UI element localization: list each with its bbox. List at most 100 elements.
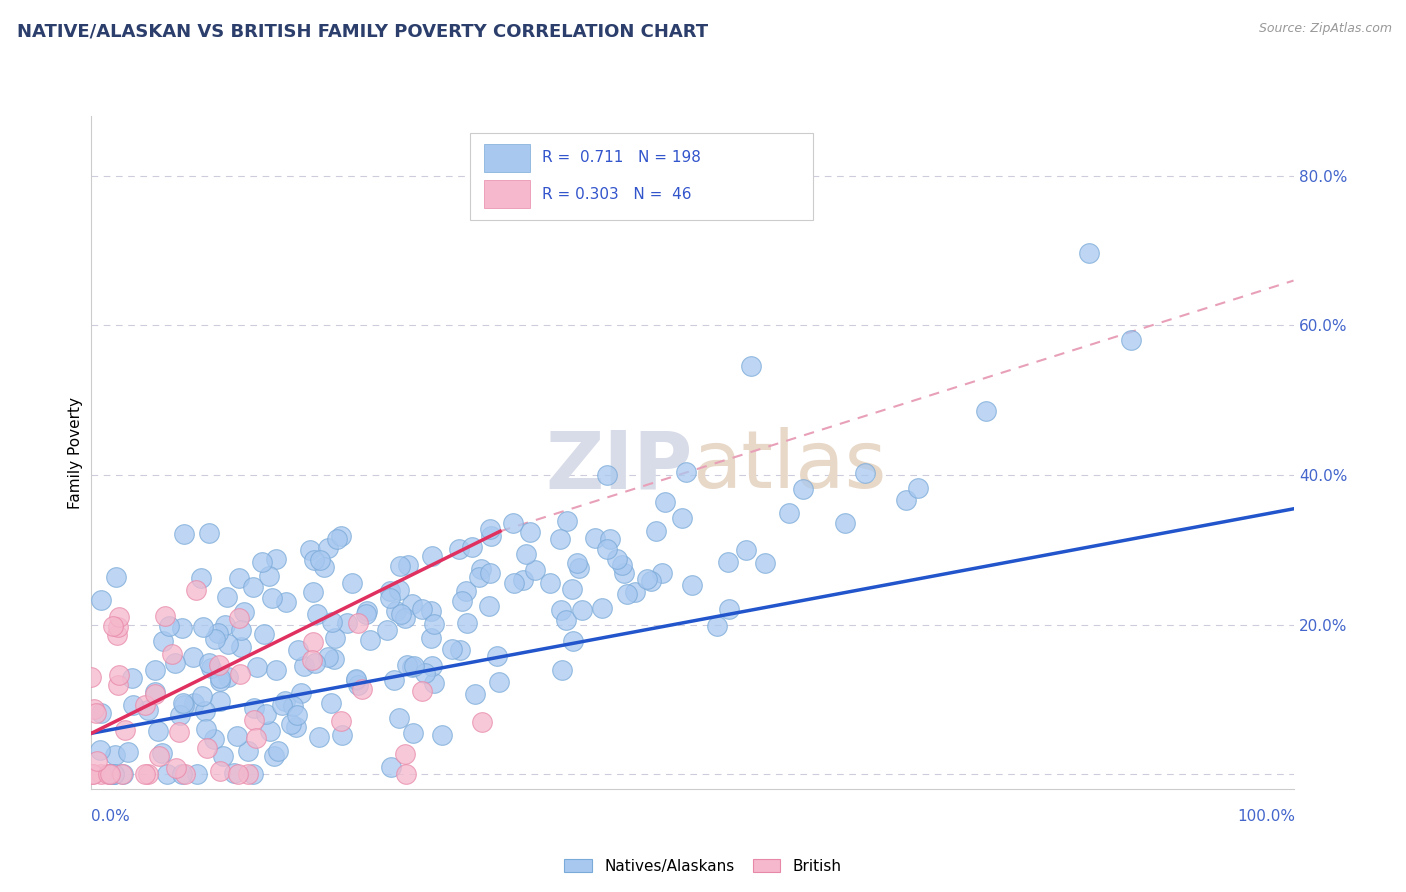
Point [411, 601, 433, 615]
Text: 100.0%: 100.0% [1237, 809, 1295, 824]
Point [332, 728, 354, 742]
Point [143, 663, 166, 677]
Point [470, 561, 492, 575]
Text: R = 0.303   N =  46: R = 0.303 N = 46 [543, 187, 692, 202]
Point [245, 659, 267, 673]
Point [740, 359, 762, 374]
Point [285, 708, 308, 723]
Point [292, 659, 315, 673]
Point [488, 674, 510, 689]
Point [194, 722, 217, 736]
Point [304, 657, 326, 671]
Point [382, 673, 405, 687]
Point [228, 611, 250, 625]
Point [454, 583, 477, 598]
Text: atlas: atlas [692, 427, 887, 505]
Point [419, 631, 441, 645]
Point [616, 587, 638, 601]
Point [359, 632, 381, 647]
Point [754, 557, 776, 571]
Point [568, 561, 591, 575]
Point [259, 724, 281, 739]
Point [380, 759, 402, 773]
Point [450, 594, 472, 608]
Point [157, 618, 180, 632]
Point [224, 766, 246, 780]
Point [236, 744, 259, 758]
Point [229, 666, 252, 681]
Point [197, 741, 219, 756]
Point [596, 541, 619, 556]
Point [486, 648, 509, 663]
Point [217, 670, 239, 684]
Legend: Natives/Alaskans, British: Natives/Alaskans, British [558, 853, 848, 880]
Point [122, 698, 145, 712]
Point [101, 618, 124, 632]
Point [228, 571, 250, 585]
Point [834, 516, 856, 530]
Point [636, 572, 658, 586]
Point [644, 524, 666, 538]
Point [512, 573, 534, 587]
Point [301, 653, 323, 667]
Point [388, 710, 411, 724]
Point [208, 694, 231, 708]
Point [186, 767, 208, 781]
Point [134, 698, 156, 712]
Point [163, 657, 186, 671]
Point [83, 702, 105, 716]
Point [197, 526, 219, 541]
Point [245, 731, 267, 746]
Point [233, 605, 256, 619]
Point [104, 747, 127, 762]
Point [101, 767, 124, 781]
Point [468, 570, 491, 584]
Point [654, 494, 676, 508]
Point [263, 749, 285, 764]
Point [169, 708, 191, 723]
Point [681, 578, 703, 592]
Point [456, 615, 478, 630]
Point [243, 701, 266, 715]
Text: R =  0.711   N = 198: R = 0.711 N = 198 [543, 150, 702, 165]
Point [640, 574, 662, 588]
Point [208, 764, 231, 778]
Point [717, 555, 740, 569]
Point [136, 767, 159, 781]
Point [356, 604, 378, 618]
Point [571, 602, 593, 616]
Point [599, 532, 621, 546]
Point [271, 698, 294, 713]
Point [84, 706, 107, 720]
Point [404, 659, 426, 673]
Point [778, 506, 800, 520]
Point [378, 591, 401, 605]
Point [80, 670, 103, 684]
Point [606, 551, 628, 566]
Point [103, 767, 125, 781]
Point [214, 618, 236, 632]
Y-axis label: Family Poverty: Family Poverty [67, 397, 83, 508]
Point [378, 584, 401, 599]
Point [340, 576, 363, 591]
Point [110, 767, 132, 781]
Point [375, 624, 398, 638]
Point [184, 583, 207, 598]
Point [114, 723, 136, 737]
Point [254, 706, 277, 721]
Point [612, 558, 634, 572]
Point [250, 556, 273, 570]
Point [302, 552, 325, 566]
Point [143, 687, 166, 701]
Point [354, 607, 377, 621]
Point [524, 563, 547, 577]
Point [172, 767, 194, 781]
Point [208, 657, 231, 672]
Point [561, 633, 583, 648]
Point [90, 592, 112, 607]
Point [423, 616, 446, 631]
Point [283, 699, 305, 714]
Point [350, 681, 373, 696]
Point [253, 626, 276, 640]
Point [471, 715, 494, 730]
